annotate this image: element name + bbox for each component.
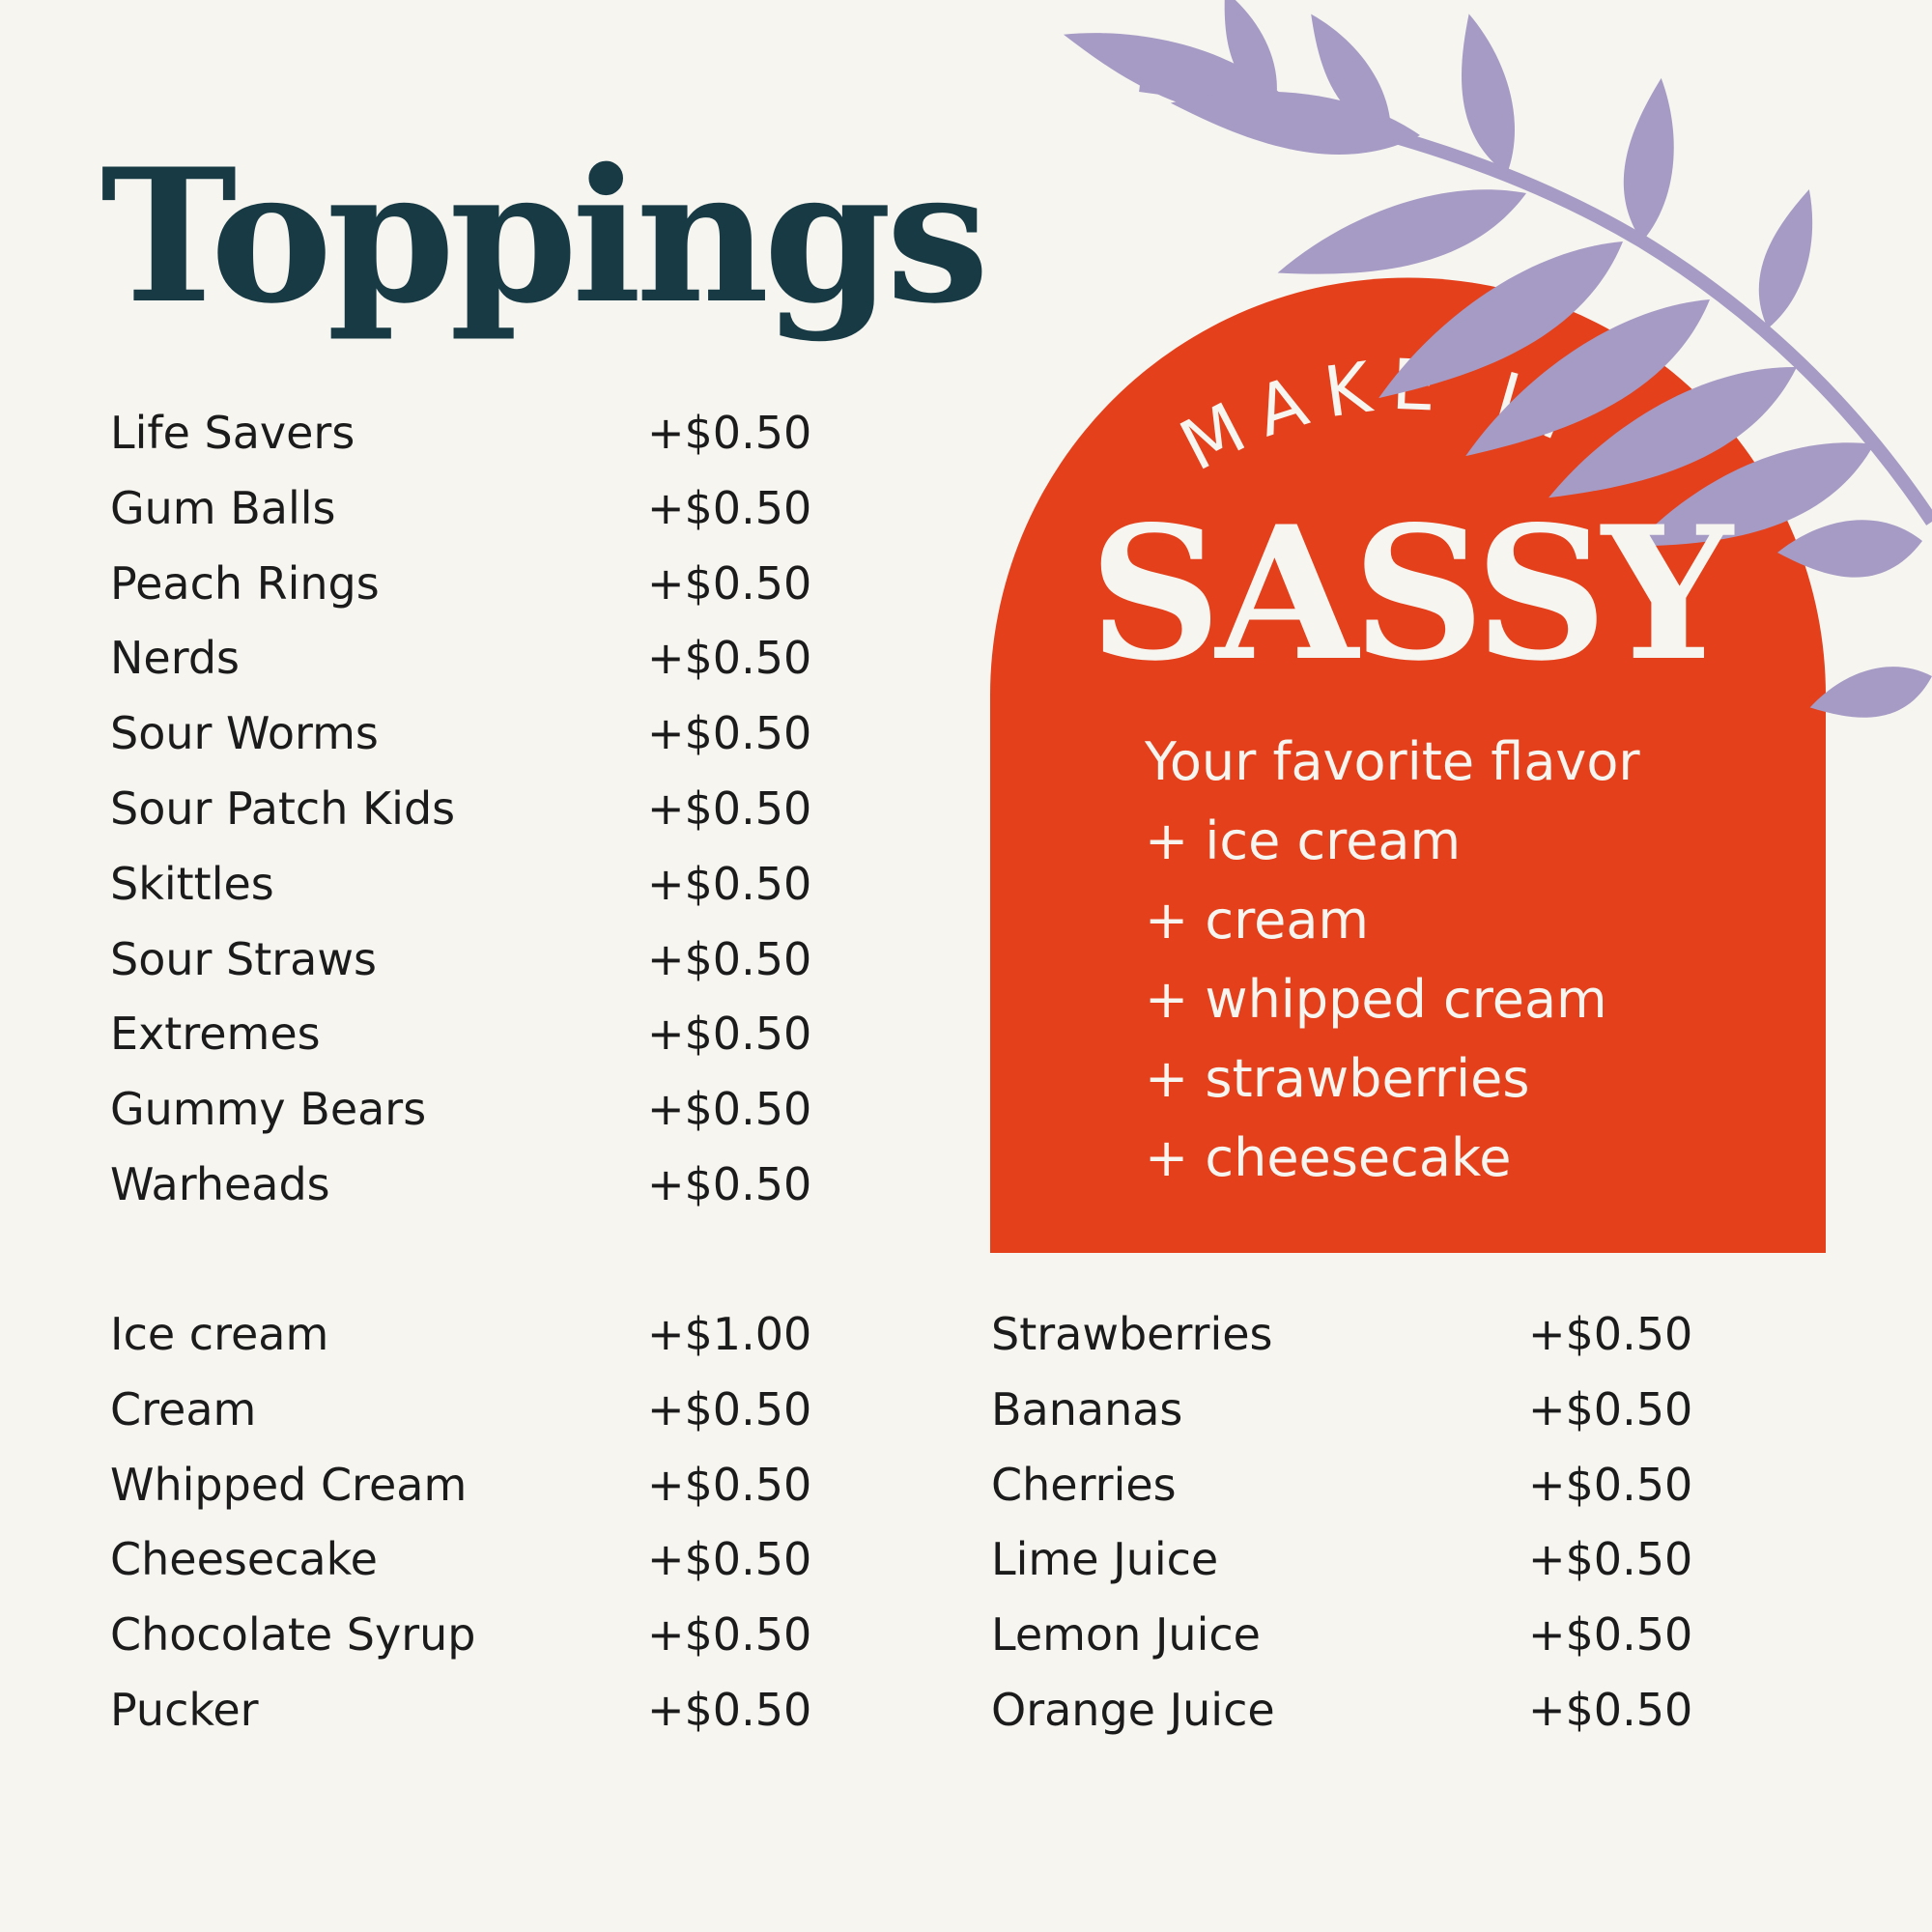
item-price: +$0.50 (647, 1382, 812, 1435)
leaf-icon (1224, 0, 1277, 106)
leaf-icon (1378, 242, 1623, 399)
item-name: Nerds (110, 632, 240, 685)
item-name: Cherries (991, 1458, 1177, 1511)
leaf-icon (1311, 14, 1392, 135)
menu-item: Cherries +$0.50 (991, 1456, 1692, 1514)
menu-item: Lemon Juice +$0.50 (991, 1605, 1692, 1663)
item-name: Cheesecake (110, 1533, 378, 1586)
menu-item: Warheads +$0.50 (110, 1155, 811, 1213)
item-price: +$0.50 (647, 1083, 812, 1136)
promo-line: + strawberries (1145, 1048, 1530, 1109)
item-price: +$0.50 (1528, 1684, 1693, 1736)
item-name: Chocolate Syrup (110, 1608, 476, 1662)
item-name: Whipped Cream (110, 1458, 468, 1511)
item-name: Bananas (991, 1382, 1183, 1435)
item-name: Pucker (110, 1684, 259, 1736)
menu-item: Bananas +$0.50 (991, 1380, 1692, 1438)
item-price: +$0.50 (1528, 1608, 1693, 1662)
menu-item: Sour Straws +$0.50 (110, 930, 811, 988)
promo-line: + whipped cream (1145, 969, 1607, 1030)
menu-item: Sour Worms +$0.50 (110, 704, 811, 762)
leaf-icon (1777, 520, 1922, 578)
promo-line: + ice cream (1145, 810, 1462, 871)
leaf-icon (1462, 14, 1515, 174)
menu-item: Chocolate Syrup +$0.50 (110, 1605, 811, 1663)
item-price: +$0.50 (647, 857, 812, 910)
item-price: +$0.50 (647, 1008, 812, 1061)
promo-headline: SASSY (1089, 486, 1733, 701)
menu-item: Lime Juice +$0.50 (991, 1530, 1692, 1588)
item-price: +$0.50 (1528, 1382, 1693, 1435)
item-name: Lemon Juice (991, 1608, 1261, 1662)
leaf-branch-icon (1063, 0, 1932, 718)
item-name: Strawberries (991, 1308, 1273, 1360)
item-price: +$0.50 (1528, 1533, 1693, 1586)
promo-line: + cream (1145, 890, 1370, 951)
promo-line: + cheesecake (1145, 1127, 1512, 1188)
menu-item: Nerds +$0.50 (110, 629, 811, 687)
item-name: Peach Rings (110, 556, 380, 610)
item-name: Gum Balls (110, 481, 336, 534)
item-name: Ice cream (110, 1308, 329, 1360)
item-name: Cream (110, 1382, 257, 1435)
item-name: Sour Patch Kids (110, 782, 456, 835)
menu-item: Cream +$0.50 (110, 1380, 811, 1438)
leaf-icon (1634, 442, 1874, 547)
menu-item: Peach Rings +$0.50 (110, 554, 811, 612)
leaf-icon (1277, 189, 1526, 274)
item-price: +$0.50 (647, 481, 812, 534)
item-name: Sour Worms (110, 707, 379, 760)
item-name: Life Savers (110, 407, 355, 459)
item-price: +$0.50 (647, 707, 812, 760)
item-price: +$0.50 (647, 1158, 812, 1210)
item-name: Skittles (110, 857, 274, 910)
item-price: +$0.50 (647, 556, 812, 610)
leaf-icon (1170, 91, 1420, 155)
menu-item: Ice cream +$1.00 (110, 1305, 811, 1363)
menu-item: Skittles +$0.50 (110, 855, 811, 913)
menu-item: Whipped Cream +$0.50 (110, 1456, 811, 1514)
item-name: Gummy Bears (110, 1083, 427, 1136)
menu-item: Orange Juice +$0.50 (991, 1681, 1692, 1739)
item-price: +$0.50 (647, 932, 812, 985)
leaf-icon (1465, 299, 1710, 457)
item-price: +$0.50 (647, 1533, 812, 1586)
menu-item: Extremes +$0.50 (110, 1005, 811, 1063)
leaf-icon (1809, 667, 1932, 718)
page-title: Toppings (100, 128, 989, 344)
item-name: Sour Straws (110, 932, 377, 985)
promo-line: Your favorite flavor (1145, 731, 1640, 792)
menu-item: Sour Patch Kids +$0.50 (110, 780, 811, 838)
item-price: +$0.50 (1528, 1458, 1693, 1511)
item-name: Orange Juice (991, 1684, 1275, 1736)
menu-item: Gum Balls +$0.50 (110, 479, 811, 537)
leaf-icon (1548, 366, 1797, 498)
menu-item: Gummy Bears +$0.50 (110, 1080, 811, 1138)
item-price: +$0.50 (647, 1684, 812, 1736)
item-name: Extremes (110, 1008, 321, 1061)
item-price: +$0.50 (647, 1608, 812, 1662)
item-price: +$0.50 (647, 1458, 812, 1511)
arch-shape (990, 277, 1826, 1253)
item-price: +$0.50 (647, 632, 812, 685)
leaf-icon (1623, 77, 1674, 242)
item-price: +$0.50 (1528, 1308, 1693, 1360)
item-price: +$0.50 (647, 407, 812, 459)
item-name: Lime Juice (991, 1533, 1219, 1586)
item-price: +$1.00 (647, 1308, 812, 1360)
menu-item: Life Savers +$0.50 (110, 404, 811, 462)
menu-item: Strawberries +$0.50 (991, 1305, 1692, 1363)
menu-item: Cheesecake +$0.50 (110, 1530, 811, 1588)
menu-item: Pucker +$0.50 (110, 1681, 811, 1739)
item-price: +$0.50 (647, 782, 812, 835)
leaf-icon (1758, 188, 1813, 328)
promo-lines: Your favorite flavor + ice cream + cream… (1145, 723, 1640, 1198)
item-name: Warheads (110, 1158, 330, 1210)
